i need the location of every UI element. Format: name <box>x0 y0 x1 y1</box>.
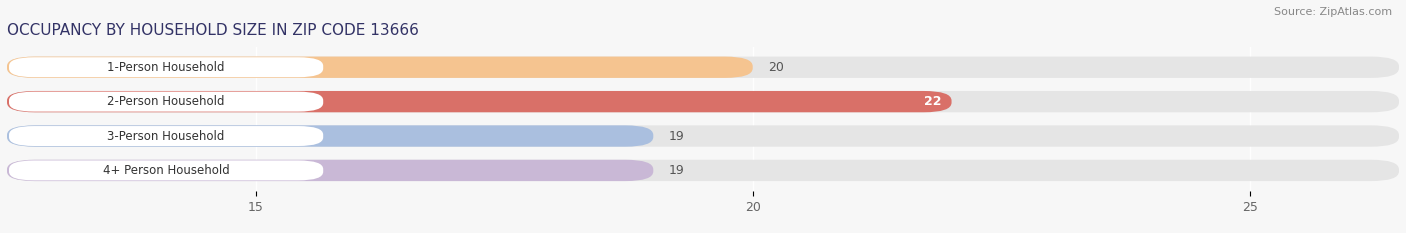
Text: OCCUPANCY BY HOUSEHOLD SIZE IN ZIP CODE 13666: OCCUPANCY BY HOUSEHOLD SIZE IN ZIP CODE … <box>7 24 419 38</box>
FancyBboxPatch shape <box>7 160 1399 181</box>
FancyBboxPatch shape <box>8 92 323 112</box>
Text: 20: 20 <box>768 61 783 74</box>
FancyBboxPatch shape <box>7 91 952 112</box>
FancyBboxPatch shape <box>7 160 654 181</box>
FancyBboxPatch shape <box>8 57 323 77</box>
Text: Source: ZipAtlas.com: Source: ZipAtlas.com <box>1274 7 1392 17</box>
Text: 22: 22 <box>924 95 942 108</box>
Text: 3-Person Household: 3-Person Household <box>107 130 225 143</box>
Text: 2-Person Household: 2-Person Household <box>107 95 225 108</box>
FancyBboxPatch shape <box>8 126 323 146</box>
Text: 1-Person Household: 1-Person Household <box>107 61 225 74</box>
Text: 19: 19 <box>668 130 683 143</box>
FancyBboxPatch shape <box>7 57 1399 78</box>
Text: 19: 19 <box>668 164 683 177</box>
FancyBboxPatch shape <box>7 125 1399 147</box>
FancyBboxPatch shape <box>8 161 323 180</box>
FancyBboxPatch shape <box>7 91 1399 112</box>
FancyBboxPatch shape <box>7 125 654 147</box>
FancyBboxPatch shape <box>7 57 752 78</box>
Text: 4+ Person Household: 4+ Person Household <box>103 164 229 177</box>
